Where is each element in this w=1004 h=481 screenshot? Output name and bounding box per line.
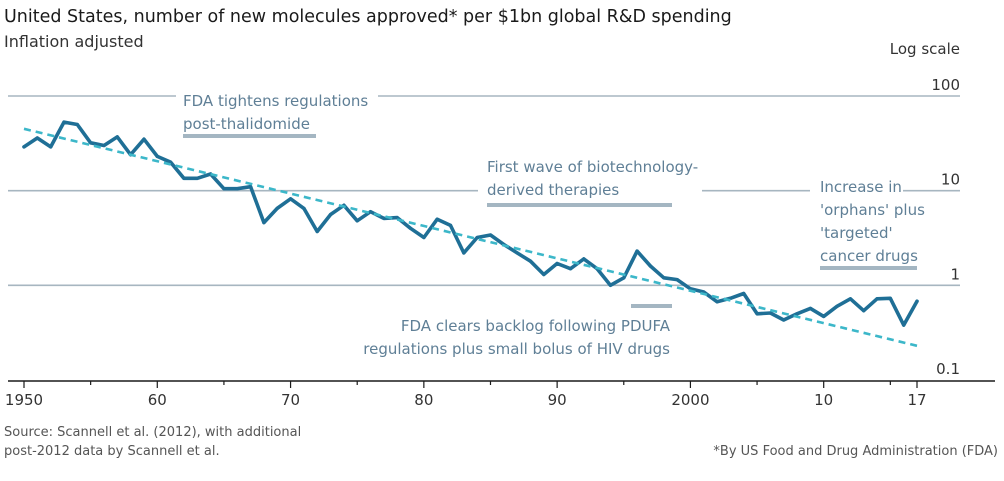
x-tick-label: 17 [907, 391, 926, 409]
data-point-1998 [662, 276, 666, 280]
axis-layer: 100 10 1 0.1 1950 60 70 80 90 2000 10 17 [5, 76, 995, 409]
source-line-2: post-2012 data by Scannell et al. [4, 444, 220, 459]
data-point-1970 [289, 197, 293, 201]
data-point-1969 [275, 206, 279, 210]
data-point-1988 [528, 259, 533, 263]
data-point-1990 [555, 261, 559, 266]
data-point-1975 [355, 219, 359, 223]
data-point-2006 [768, 311, 773, 315]
data-point-1984 [475, 235, 479, 240]
data-point-2013 [862, 309, 866, 313]
x-tick-label: 1950 [5, 391, 43, 409]
data-point-1959 [142, 137, 146, 141]
x-tick-label: 70 [281, 391, 300, 409]
data-point-1982 [448, 223, 453, 227]
data-point-1995 [622, 276, 626, 280]
data-point-1965 [222, 187, 226, 191]
data-point-1951 [35, 136, 39, 140]
data-point-1994 [608, 283, 613, 287]
annotation-4-line-2: regulations plus small bolus of HIV drug… [363, 340, 670, 358]
annotation-2-line-1: First wave of biotechnology- [487, 158, 698, 176]
data-point-1973 [329, 212, 333, 217]
data-point-1960 [155, 154, 159, 158]
series-line [22, 120, 919, 327]
data-point-2015 [888, 296, 892, 300]
data-point-2004 [742, 291, 746, 296]
data-point-1976 [368, 210, 373, 214]
data-point-1971 [302, 206, 306, 210]
data-point-2010 [822, 314, 826, 318]
data-point-1997 [648, 264, 653, 268]
data-point-1956 [102, 143, 106, 148]
data-point-2017 [915, 299, 919, 303]
x-tick-label: 60 [148, 391, 167, 409]
data-point-2008 [795, 312, 799, 316]
data-point-1991 [568, 267, 573, 271]
data-point-1957 [115, 135, 119, 139]
data-point-1962 [182, 176, 186, 180]
x-tick-label: 80 [414, 391, 433, 409]
annotation-3-line-2: 'orphans' plus [820, 201, 925, 219]
data-point-2016 [902, 323, 906, 327]
data-point-1955 [89, 141, 93, 145]
data-point-1985 [488, 233, 493, 237]
data-point-1987 [515, 251, 519, 255]
data-point-2014 [875, 297, 879, 301]
annotation-3-line-3: 'targeted' [820, 224, 893, 242]
data-point-2007 [782, 318, 786, 322]
data-point-1966 [235, 187, 239, 191]
x-tick-label: 90 [548, 391, 567, 409]
data-point-1989 [542, 272, 546, 277]
data-point-2009 [808, 306, 813, 310]
data-point-1983 [462, 251, 466, 255]
y-tick-label: 1 [950, 265, 960, 283]
annotation-1-line-1: FDA tightens regulations [183, 92, 368, 110]
footnote: *By US Food and Drug Administration (FDA… [713, 444, 998, 459]
annotation-layer: FDA tightens regulations post-thalidomide… [183, 92, 925, 358]
data-point-2005 [755, 312, 759, 316]
data-point-1967 [249, 185, 253, 189]
data-point-1979 [408, 226, 413, 230]
data-point-1952 [49, 145, 53, 149]
annotation-2-line-2: derived therapies [487, 181, 619, 199]
x-tick-label: 10 [814, 391, 833, 409]
scale-note: Log scale [890, 40, 960, 58]
data-point-2012 [848, 297, 853, 301]
chart-title: United States, number of new molecules a… [4, 7, 732, 27]
x-tick-label: 2000 [671, 391, 709, 409]
data-point-1963 [195, 176, 199, 180]
data-point-1977 [382, 216, 386, 220]
trend-line [23, 127, 918, 348]
data-point-1954 [75, 122, 79, 127]
data-point-1950 [22, 145, 26, 149]
data-point-1980 [422, 235, 426, 240]
annotation-3-line-1: Increase in [820, 178, 902, 196]
data-point-1992 [582, 257, 586, 261]
annotation-3-line-4: cancer drugs [820, 247, 918, 265]
data-point-1972 [315, 229, 319, 234]
data-point-1981 [435, 217, 439, 221]
series-layer [22, 120, 919, 348]
y-tick-label: 0.1 [936, 360, 960, 378]
data-point-1953 [62, 120, 66, 124]
data-point-1996 [635, 249, 639, 253]
annotation-1-line-2: post-thalidomide [183, 115, 310, 133]
y-tick-label: 10 [941, 171, 960, 189]
annotation-4-line-1: FDA clears backlog following PDUFA [401, 317, 671, 335]
data-point-2011 [835, 304, 839, 308]
data-point-2002 [715, 300, 719, 304]
y-tick-label: 100 [931, 76, 960, 94]
chart-subtitle: Inflation adjusted [4, 32, 144, 51]
grid-layer [8, 95, 960, 287]
source-line-1: Source: Scannell et al. (2012), with add… [4, 425, 301, 440]
data-point-1968 [262, 221, 266, 225]
data-point-1999 [675, 278, 679, 282]
